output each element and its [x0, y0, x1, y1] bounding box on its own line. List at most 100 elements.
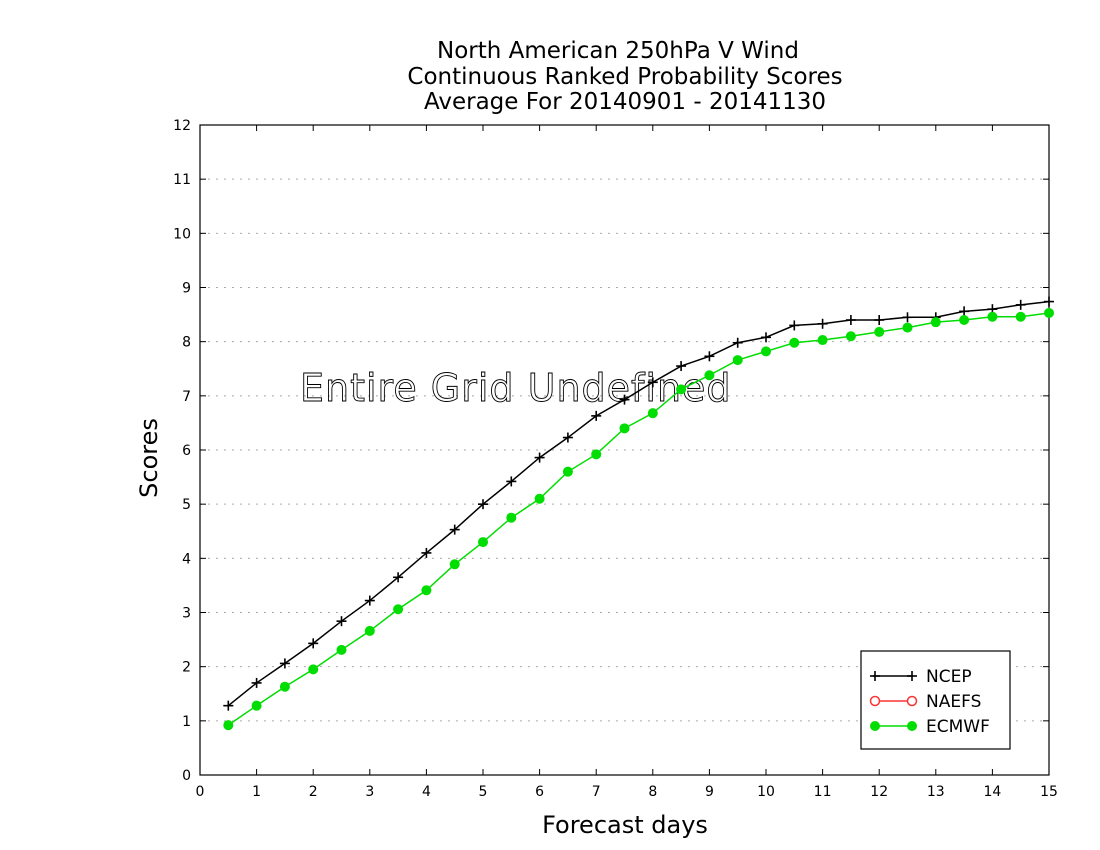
data-point — [845, 315, 856, 325]
data-point — [959, 315, 970, 325]
y-tick-label: 8 — [182, 335, 191, 351]
data-point — [870, 721, 880, 731]
data-point — [1044, 307, 1054, 318]
x-tick-label: 8 — [648, 784, 657, 800]
x-tick-label: 15 — [1040, 784, 1058, 800]
y-tick-label: 3 — [182, 606, 191, 622]
data-point — [732, 355, 743, 366]
data-point — [817, 335, 828, 346]
data-point — [761, 332, 771, 343]
data-point — [279, 681, 290, 692]
data-point — [930, 317, 941, 328]
series-line — [227, 300, 1050, 707]
grid-lines — [200, 178, 1049, 722]
data-point — [308, 664, 319, 675]
series-layer — [223, 296, 1054, 731]
data-point — [364, 625, 375, 636]
legend-box — [860, 650, 1011, 750]
data-point — [223, 720, 234, 731]
data-point — [676, 361, 687, 372]
data-point — [591, 449, 602, 460]
data-point — [647, 377, 658, 388]
data-point — [1015, 299, 1026, 310]
x-tick-label: 4 — [422, 784, 431, 800]
y-tick-label: 1 — [182, 714, 191, 730]
data-point — [421, 585, 432, 596]
y-tick-label: 7 — [182, 389, 191, 405]
data-point — [1044, 296, 1054, 307]
x-tick-label: 2 — [309, 784, 318, 800]
data-point — [874, 315, 885, 325]
chart-title: North American 250hPa V Wind Continuous … — [407, 38, 842, 115]
x-tick-label: 11 — [814, 784, 832, 800]
y-tick-label: 0 — [182, 768, 191, 784]
chart-title-line-2: Continuous Ranked Probability Scores — [407, 64, 842, 90]
data-point — [393, 572, 404, 583]
chart-title-line-3: Average For 20140901 - 20141130 — [424, 89, 826, 115]
y-tick-label: 12 — [173, 118, 191, 134]
data-point — [562, 432, 573, 443]
data-point — [364, 595, 375, 606]
data-point — [421, 547, 432, 558]
x-tick-label: 0 — [196, 784, 205, 800]
series-ecmwf — [223, 307, 1054, 731]
data-point — [676, 384, 687, 395]
data-point — [789, 337, 800, 348]
data-point — [789, 320, 800, 331]
x-tick-label: 13 — [927, 784, 945, 800]
legend-item-naefs: NAEFS — [869, 692, 981, 712]
data-point — [704, 370, 715, 381]
data-point — [449, 524, 460, 535]
y-tick-label: 2 — [182, 660, 191, 676]
chart-title-line-1: North American 250hPa V Wind — [437, 38, 799, 64]
data-point — [902, 312, 913, 323]
data-point — [251, 700, 262, 711]
y-tick-label: 5 — [182, 497, 191, 513]
legend-label: ECMWF — [926, 717, 990, 737]
x-tick-label: 3 — [365, 784, 374, 800]
data-point — [449, 559, 460, 570]
data-point — [869, 695, 881, 707]
y-axis-label: Scores — [135, 418, 163, 498]
data-point — [308, 638, 319, 649]
data-point — [279, 658, 290, 669]
y-tick-label: 10 — [173, 226, 191, 242]
series-ncep — [223, 296, 1054, 711]
data-point — [223, 700, 234, 711]
y-tick-label: 6 — [182, 443, 191, 459]
data-point — [591, 410, 602, 421]
data-point — [1015, 311, 1026, 322]
data-point — [907, 721, 917, 731]
x-tick-label: 14 — [983, 784, 1001, 800]
y-tick-label: 4 — [182, 551, 191, 567]
data-point — [732, 337, 743, 348]
data-point — [959, 306, 970, 317]
legend-label: NAEFS — [926, 692, 981, 712]
data-point — [874, 326, 885, 337]
x-axis-label: Forecast days — [542, 811, 708, 839]
data-point — [845, 331, 856, 342]
x-tick-label: 10 — [757, 784, 775, 800]
x-tick-label: 5 — [479, 784, 488, 800]
x-tick-label: 7 — [592, 784, 601, 800]
data-point — [336, 616, 347, 627]
data-point — [902, 322, 913, 333]
data-point — [534, 452, 545, 463]
x-axis: 0 1 2 3 4 5 6 7 8 9 10 11 12 13 14 15 — [196, 125, 1058, 800]
x-tick-label: 12 — [870, 784, 888, 800]
data-point — [619, 423, 630, 434]
data-point — [870, 671, 880, 681]
data-point — [647, 408, 658, 419]
x-tick-label: 6 — [535, 784, 544, 800]
legend: NCEP NAEFS ECMWF — [860, 650, 1011, 750]
y-tick-label: 11 — [173, 172, 191, 188]
data-point — [506, 512, 517, 523]
data-point — [562, 466, 573, 477]
data-point — [704, 351, 715, 362]
data-point — [478, 499, 488, 510]
data-point — [907, 671, 917, 681]
legend-item-ecmwf: ECMWF — [870, 717, 990, 737]
data-point — [619, 394, 630, 405]
